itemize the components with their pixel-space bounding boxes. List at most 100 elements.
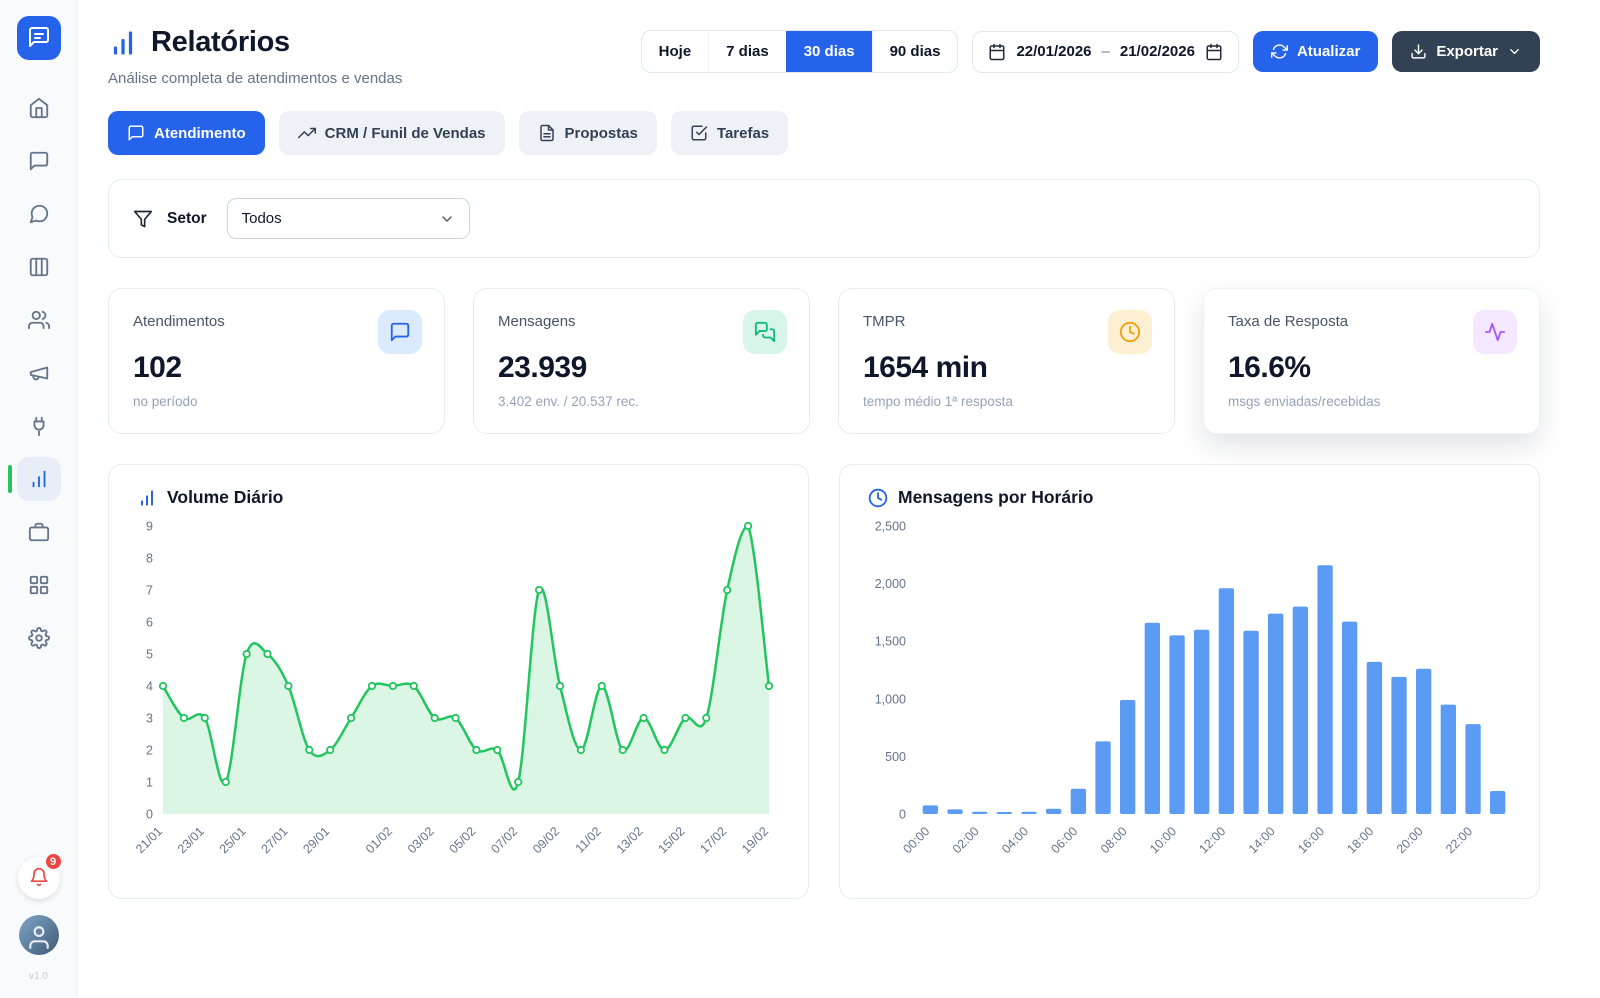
download-icon <box>1410 43 1427 60</box>
page-title: Relatórios <box>151 26 290 59</box>
tab-label: Propostas <box>565 125 638 142</box>
svg-text:6: 6 <box>146 616 153 630</box>
title-block: Relatórios Análise completa de atendimen… <box>108 26 402 87</box>
date-from: 22/01/2026 <box>1016 43 1091 60</box>
svg-text:10:00: 10:00 <box>1147 824 1179 856</box>
tab-crm-funil-de-vendas[interactable]: CRM / Funil de Vendas <box>279 111 505 155</box>
message-square-icon <box>28 150 50 172</box>
svg-text:12:00: 12:00 <box>1196 824 1228 856</box>
range-option-30-dias[interactable]: 30 dias <box>786 31 872 72</box>
tab-atendimento[interactable]: Atendimento <box>108 111 265 155</box>
sidebar-nav <box>17 86 61 660</box>
app-version: v1.0 <box>29 971 48 982</box>
sector-select[interactable]: Todos <box>227 198 470 239</box>
stat-label: Mensagens <box>498 313 785 330</box>
avatar[interactable] <box>19 915 59 955</box>
sidebar-item-reports[interactable] <box>17 457 61 501</box>
bar-chart-icon <box>28 468 50 490</box>
filter-label: Setor <box>167 210 207 228</box>
refresh-icon <box>1271 43 1288 60</box>
calendar-icon <box>988 43 1006 61</box>
svg-text:2,500: 2,500 <box>875 520 906 534</box>
notifications-button[interactable]: 9 <box>18 857 60 899</box>
stat-caption: 3.402 env. / 20.537 rec. <box>498 394 785 409</box>
trending-up-icon <box>298 124 316 142</box>
export-button[interactable]: Exportar <box>1392 31 1540 72</box>
date-to: 21/02/2026 <box>1120 43 1195 60</box>
page-header: Relatórios Análise completa de atendimen… <box>108 26 1540 87</box>
range-option-hoje[interactable]: Hoje <box>642 31 709 72</box>
plug-icon <box>28 415 50 437</box>
svg-text:1,500: 1,500 <box>875 635 906 649</box>
stat-caption: msgs enviadas/recebidas <box>1228 394 1515 409</box>
messages-hourly-chart: 05001,0001,5002,0002,50000:0002:0004:000… <box>860 512 1518 884</box>
sidebar-item-chats[interactable] <box>17 139 61 183</box>
sidebar-bottom: 9 v1.0 <box>18 857 60 982</box>
range-option-90-dias[interactable]: 90 dias <box>872 31 958 72</box>
tab-tarefas[interactable]: Tarefas <box>671 111 788 155</box>
sidebar: 9 v1.0 <box>0 0 78 998</box>
stat-caption: tempo médio 1ª resposta <box>863 394 1150 409</box>
main-content: Relatórios Análise completa de atendimen… <box>78 0 1600 998</box>
stat-card-taxa-de-resposta: Taxa de Resposta16.6%msgs enviadas/receb… <box>1203 288 1540 434</box>
stat-card-tmpr: TMPR 1654 min tempo médio 1ª resposta <box>838 288 1175 434</box>
svg-text:23/01: 23/01 <box>175 824 207 856</box>
date-range-picker[interactable]: 22/01/2026 – 21/02/2026 <box>972 31 1239 73</box>
sidebar-item-integrations[interactable] <box>17 404 61 448</box>
stat-label: TMPR <box>863 313 1150 330</box>
hourly-chart-card: Mensagens por Horário 05001,0001,5002,00… <box>839 464 1540 899</box>
svg-text:05/02: 05/02 <box>447 824 479 856</box>
charts-row: Volume Diário 012345678921/0123/0125/012… <box>108 464 1540 899</box>
svg-text:1,000: 1,000 <box>875 692 906 706</box>
message-square-icon <box>378 310 422 354</box>
svg-text:14:00: 14:00 <box>1246 824 1278 856</box>
refresh-button[interactable]: Atualizar <box>1253 31 1378 72</box>
volume-chart-card: Volume Diário 012345678921/0123/0125/012… <box>108 464 809 899</box>
sidebar-item-business[interactable] <box>17 510 61 554</box>
chevron-down-icon <box>439 211 455 227</box>
stat-label: Taxa de Resposta <box>1228 313 1515 330</box>
chat-logo-icon <box>27 25 51 52</box>
svg-text:19/02: 19/02 <box>739 824 771 856</box>
tab-propostas[interactable]: Propostas <box>519 111 657 155</box>
sidebar-item-campaigns[interactable] <box>17 351 61 395</box>
svg-text:5: 5 <box>146 648 153 662</box>
chart-title: Volume Diário <box>167 487 283 508</box>
svg-text:25/01: 25/01 <box>217 824 249 856</box>
page-subtitle: Análise completa de atendimentos e venda… <box>108 70 402 87</box>
range-option-7-dias[interactable]: 7 dias <box>708 31 786 72</box>
stat-value: 23.939 <box>498 351 785 385</box>
svg-text:3: 3 <box>146 712 153 726</box>
volume-daily-chart: 012345678921/0123/0125/0127/0129/0101/02… <box>129 512 787 884</box>
svg-text:2,000: 2,000 <box>875 577 906 591</box>
svg-text:2: 2 <box>146 744 153 758</box>
svg-text:13/02: 13/02 <box>614 824 646 856</box>
notification-badge: 9 <box>44 852 63 871</box>
filter-card: Setor Todos <box>108 179 1540 258</box>
svg-text:00:00: 00:00 <box>900 824 932 856</box>
sidebar-item-conversations[interactable] <box>17 192 61 236</box>
stat-value: 1654 min <box>863 351 1150 385</box>
sidebar-item-contacts[interactable] <box>17 298 61 342</box>
date-range-segmented: Hoje7 dias30 dias90 dias <box>641 30 959 73</box>
svg-text:21/01: 21/01 <box>133 824 165 856</box>
briefcase-icon <box>28 521 50 543</box>
app-logo[interactable] <box>17 16 61 60</box>
calendar-icon <box>1205 43 1223 61</box>
svg-text:06:00: 06:00 <box>1048 824 1080 856</box>
settings-icon <box>28 627 50 649</box>
sidebar-item-apps[interactable] <box>17 563 61 607</box>
megaphone-icon <box>28 362 50 384</box>
sidebar-item-kanban[interactable] <box>17 245 61 289</box>
svg-text:8: 8 <box>146 552 153 566</box>
svg-text:11/02: 11/02 <box>573 824 604 855</box>
svg-text:20:00: 20:00 <box>1394 824 1426 856</box>
stats-row: Atendimentos102no períodoMensagens23.939… <box>108 288 1540 434</box>
date-separator: – <box>1102 43 1110 60</box>
activity-icon <box>1473 310 1517 354</box>
svg-text:0: 0 <box>146 808 153 822</box>
sidebar-item-home[interactable] <box>17 86 61 130</box>
tab-label: CRM / Funil de Vendas <box>325 125 486 142</box>
sidebar-item-settings[interactable] <box>17 616 61 660</box>
svg-text:0: 0 <box>899 808 906 822</box>
